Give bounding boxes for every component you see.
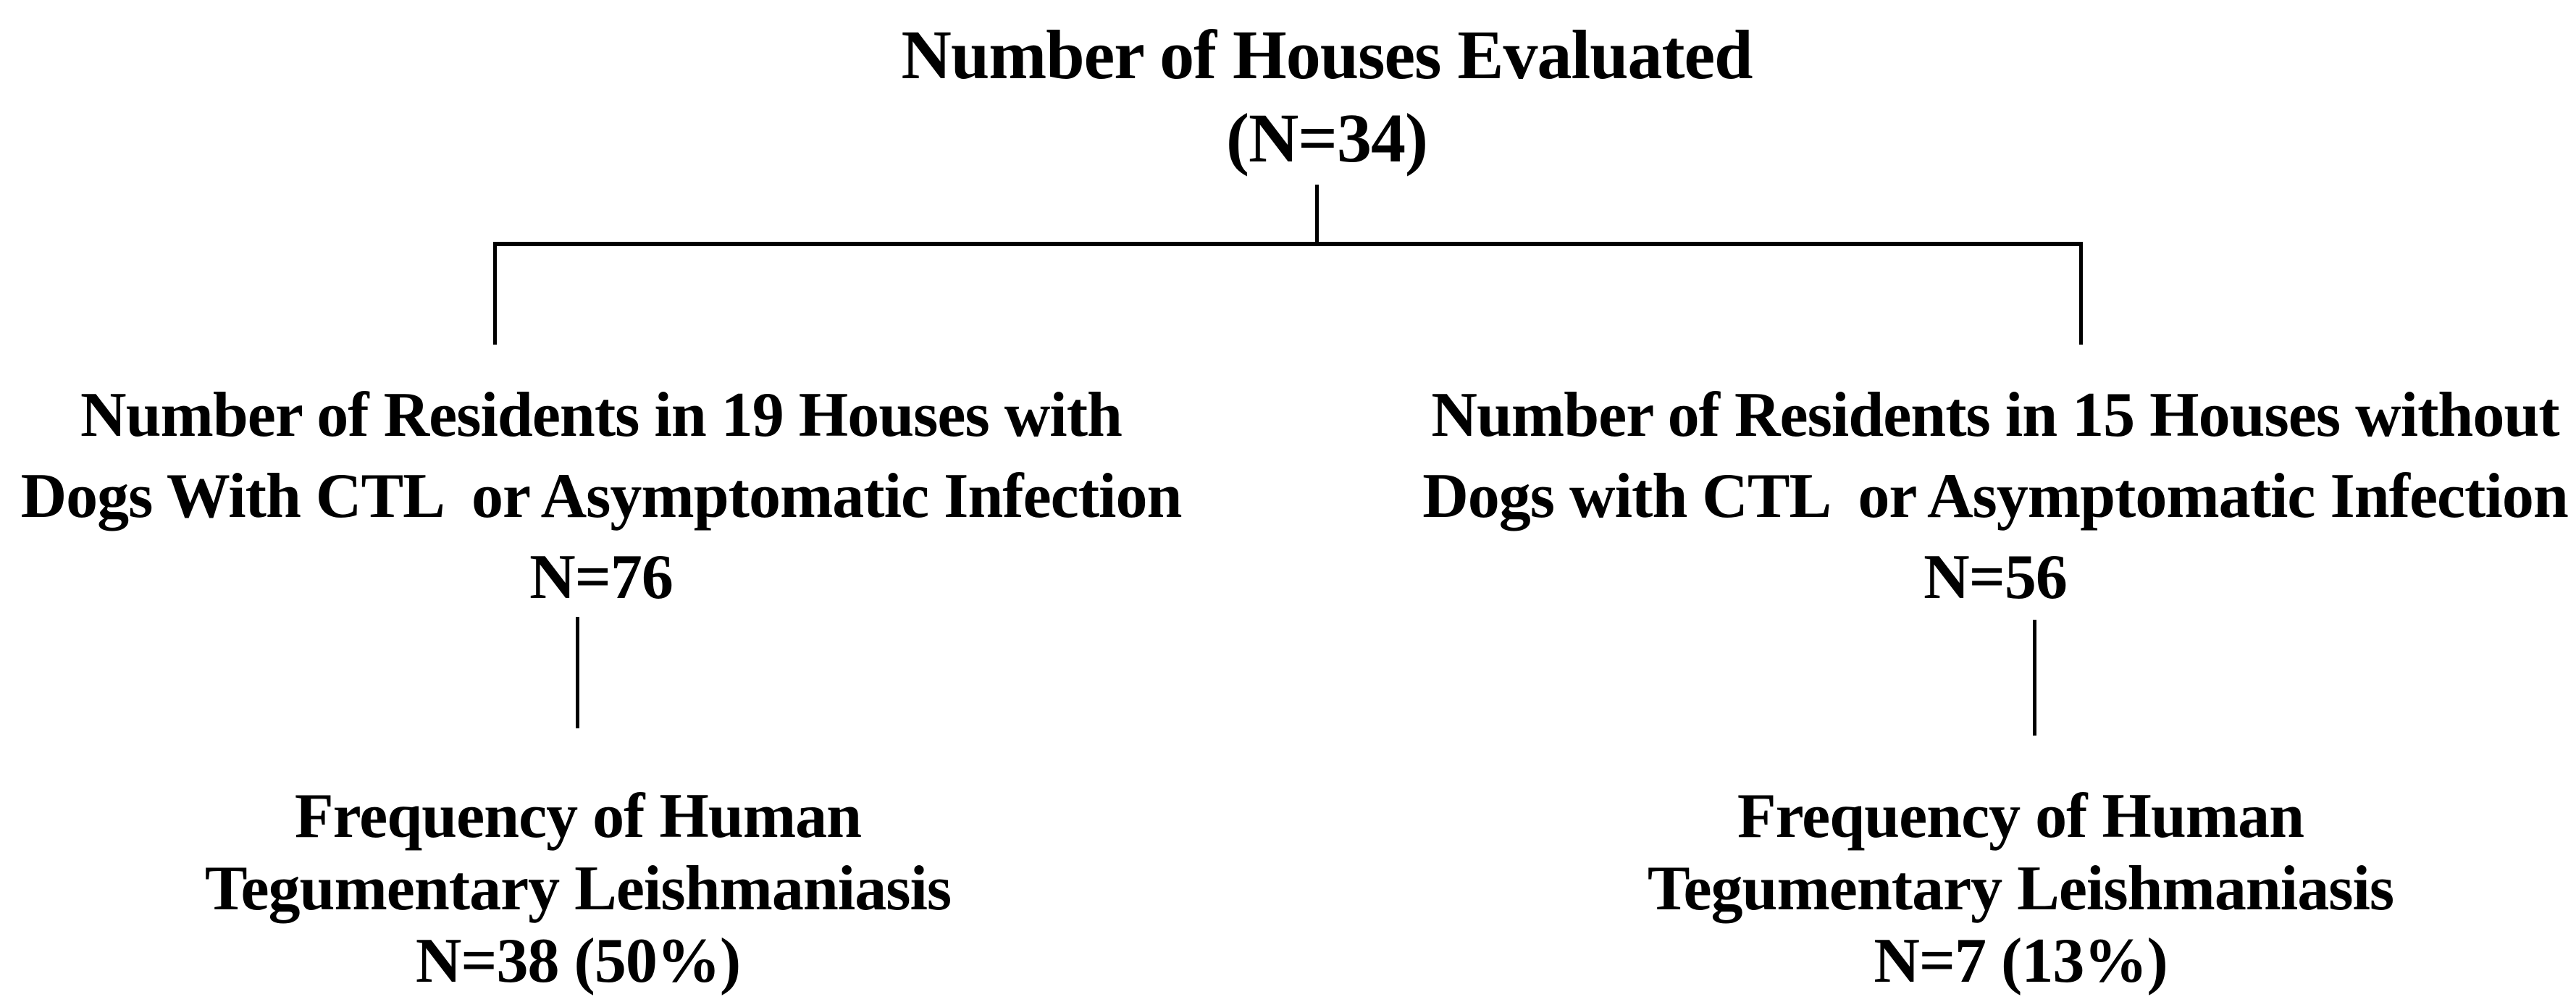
root-node-count-line: (N=34) [1226,99,1428,177]
right-leaf-node: Frequency of Human Tegumentary Leishmani… [1648,780,2394,998]
left-branch-node: Number of Residents in 19 Houses with Do… [20,375,1183,618]
right-leaf-line2: Tegumentary Leishmaniasis [1647,854,2394,924]
right-branch-node: Number of Residents in 15 Houses without… [1422,375,2569,618]
left-leaf-line2: Tegumentary Leishmaniasis [204,854,952,924]
right-leaf-line1: Frequency of Human [1737,781,2304,851]
root-node-title-line: Number of Houses Evaluated [901,16,1753,93]
root-node: Number of Houses Evaluated (N=34) [902,13,1753,180]
left-leaf-node: Frequency of Human Tegumentary Leishmani… [204,780,952,998]
right-leaf-count: N=7 (13%) [1874,926,2168,996]
left-branch-line1: Number of Residents in 19 Houses with [80,380,1123,450]
right-branch-count: N=56 [1923,542,2068,612]
connector-root-stem [1315,185,1319,244]
connector-left-drop [493,242,497,345]
right-branch-line1: Number of Residents in 15 Houses without [1431,380,2559,450]
left-branch-line2: Dogs With CTL or Asymptomatic Infection [20,461,1183,531]
connector-right-drop [2079,242,2083,345]
left-leaf-line1: Frequency of Human [294,781,862,851]
right-branch-line2: Dogs with CTL or Asymptomatic Infection [1422,461,2569,531]
connector-horizontal-bar [493,242,2083,246]
connector-left-mid [576,617,579,728]
connector-right-mid [2033,620,2036,736]
left-leaf-count: N=38 (50%) [415,926,741,996]
left-branch-count: N=76 [529,542,674,612]
